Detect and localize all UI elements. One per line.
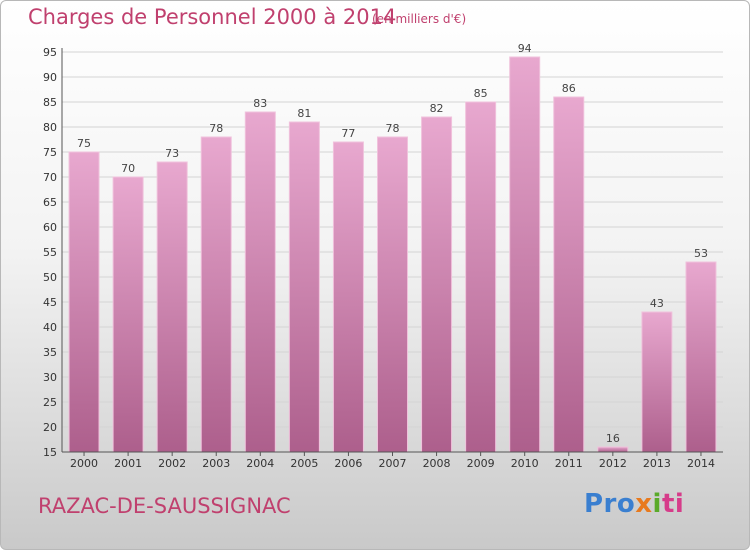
data-label: 75 (77, 137, 91, 150)
y-tick-label: 20 (43, 421, 57, 434)
y-tick-label: 35 (43, 346, 57, 359)
data-label: 81 (297, 107, 311, 120)
x-tick-label: 2003 (202, 457, 230, 470)
bar (377, 136, 408, 453)
y-tick-label: 60 (43, 221, 57, 234)
x-tick-label: 2000 (70, 457, 98, 470)
data-label: 70 (121, 162, 135, 175)
data-label: 78 (209, 122, 223, 135)
bar (332, 141, 364, 453)
bar (200, 136, 232, 453)
y-tick-label: 40 (43, 321, 57, 334)
y-tick-label: 15 (43, 446, 57, 459)
y-tick-label: 70 (43, 171, 57, 184)
x-tick-label: 2010 (511, 457, 539, 470)
logo-part-3: i (652, 489, 662, 519)
bar (597, 446, 629, 453)
y-tick-label: 75 (43, 146, 57, 159)
bar (641, 311, 673, 453)
data-label: 83 (253, 97, 267, 110)
y-tick-label: 90 (43, 71, 57, 84)
data-label: 85 (474, 87, 488, 100)
bar (112, 176, 144, 453)
y-tick-label: 25 (43, 396, 57, 409)
data-label: 82 (430, 102, 444, 115)
x-tick-label: 2006 (334, 457, 362, 470)
data-label: 16 (606, 432, 620, 445)
x-tick-label: 2008 (423, 457, 451, 470)
data-label: 94 (518, 42, 532, 55)
x-tick-label: 2007 (379, 457, 407, 470)
chart-subtitle: (en milliers d'€) (372, 12, 467, 26)
x-tick-label: 2014 (687, 457, 715, 470)
x-tick-label: 2009 (467, 457, 495, 470)
y-tick-label: 80 (43, 121, 57, 134)
logo-part-2: x (635, 489, 653, 519)
bar (156, 161, 188, 453)
data-label: 43 (650, 297, 664, 310)
proxiti-logo[interactable]: Proxiti (584, 489, 684, 519)
chart-title: Charges de Personnel 2000 à 2014 (28, 5, 397, 29)
data-label: 78 (386, 122, 400, 135)
bar (68, 151, 100, 453)
commune-name: RAZAC-DE-SAUSSIGNAC (38, 494, 291, 518)
y-tick-label: 30 (43, 371, 57, 384)
bar (421, 116, 453, 453)
y-tick-label: 85 (43, 96, 57, 109)
y-tick-label: 50 (43, 271, 57, 284)
x-tick-label: 2001 (114, 457, 142, 470)
x-tick-label: 2012 (599, 457, 627, 470)
bar (465, 101, 497, 453)
y-tick-label: 55 (43, 246, 57, 259)
bar (288, 121, 320, 453)
x-tick-label: 2011 (555, 457, 583, 470)
logo-part-4: ti (661, 489, 685, 519)
bar (685, 261, 717, 453)
x-tick-label: 2002 (158, 457, 186, 470)
bar (244, 111, 276, 453)
x-tick-label: 2013 (643, 457, 671, 470)
x-tick-label: 2004 (246, 457, 274, 470)
y-tick-label: 45 (43, 296, 57, 309)
data-label: 86 (562, 82, 576, 95)
data-label: 73 (165, 147, 179, 160)
logo-part-1: Pro (584, 489, 636, 519)
bar (553, 96, 585, 453)
y-tick-label: 95 (43, 46, 57, 59)
bar (509, 56, 541, 453)
x-tick-label: 2005 (290, 457, 318, 470)
data-label: 53 (694, 247, 708, 260)
data-label: 77 (341, 127, 355, 140)
y-tick-label: 65 (43, 196, 57, 209)
